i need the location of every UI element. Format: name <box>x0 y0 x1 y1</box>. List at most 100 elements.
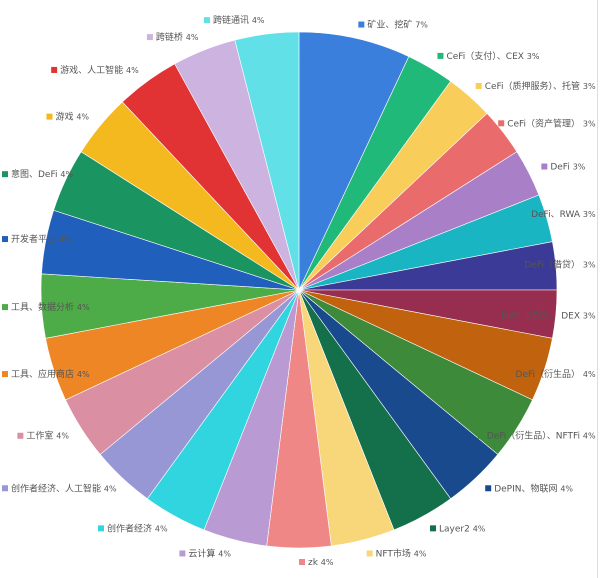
slice-label-text: 创作者经济 4% <box>107 522 168 534</box>
legend-marker <box>477 432 484 439</box>
legend-marker <box>299 559 305 565</box>
slice-name: 跨链桥 <box>156 31 186 43</box>
slice-name: DeFi <box>550 162 572 172</box>
legend-marker <box>522 211 529 218</box>
slice-name: DeFi（衍生品）、NFTFi <box>487 429 583 441</box>
legend-marker <box>515 261 522 268</box>
slice-percent: 3% <box>527 51 540 60</box>
slice-label-text: CeFi（支付）、CEX 3% <box>446 49 539 61</box>
slice-label: 矿业、挖矿 7% <box>358 18 428 30</box>
slice-name: 游戏、人工智能 <box>60 63 126 75</box>
legend-marker <box>430 525 437 532</box>
slice-percent: 4% <box>252 16 265 25</box>
slice-label: DeFi、RWA 3% <box>522 210 596 220</box>
slice-label: 开发者平台 4% <box>2 233 72 245</box>
slice-name: CeFi（质押服务）、托管 <box>485 79 583 91</box>
slice-label-text: 跨链桥 4% <box>156 31 199 43</box>
legend-marker <box>485 485 492 492</box>
slice-label: DeFi（衍生品） 4% <box>506 368 596 380</box>
slice-percent: 4% <box>126 65 139 74</box>
slice-label-text: 矿业、挖矿 7% <box>367 18 428 30</box>
slice-label-text: CeFi（资产管理） 3% <box>507 117 596 129</box>
slice-percent: 3% <box>573 162 586 171</box>
slice-name: 工作室 <box>26 429 56 441</box>
slice-label-text: Layer2 4% <box>439 524 486 534</box>
slice-percent: 4% <box>77 303 90 312</box>
slice-label: DeFi 3% <box>541 162 586 172</box>
slice-label: CeFi（质押服务）、托管 3% <box>475 79 596 91</box>
slice-label-text: 开发者平台 4% <box>11 233 72 245</box>
pie-slice[interactable] <box>234 31 300 291</box>
slice-label: 工具、数据分析 4% <box>2 301 90 313</box>
slice-label-text: CeFi（质押服务）、托管 3% <box>485 79 596 91</box>
slice-label-text: DeFi（衍生品） 4% <box>516 368 596 380</box>
slice-label-text: 游戏、人工智能 4% <box>60 63 139 75</box>
slice-name: zk <box>308 558 321 568</box>
slice-label-text: 创作者经济、人工智能 4% <box>11 482 117 494</box>
slice-label: 工具、应用商店 4% <box>2 368 90 380</box>
slice-percent: 3% <box>583 81 596 90</box>
slice-percent: 4% <box>218 549 231 558</box>
slice-label-text: DeFi（借贷） 3% <box>525 258 596 270</box>
slice-label-text: 工具、应用商店 4% <box>11 368 90 380</box>
slice-label-text: 跨链通讯 4% <box>213 14 265 26</box>
slice-name: 工具、数据分析 <box>11 301 77 313</box>
slice-name: 创作者经济、人工智能 <box>11 482 104 494</box>
legend-marker <box>17 432 24 439</box>
slice-percent: 4% <box>77 370 90 379</box>
pie-slice[interactable] <box>298 31 410 291</box>
slice-percent: 3% <box>583 119 596 128</box>
slice-percent: 4% <box>76 112 89 121</box>
slice-label: DePIN、物联网 4% <box>485 482 573 494</box>
slice-name: DePIN、物联网 <box>494 482 560 494</box>
legend-marker <box>46 113 53 120</box>
slice-label-text: 云计算 4% <box>188 547 231 559</box>
legend-marker <box>506 371 513 378</box>
slice-name: DeFi（借贷）、DEX <box>501 309 583 321</box>
slice-name: 创作者经济 <box>107 522 155 534</box>
slice-percent: 4% <box>321 558 334 567</box>
slice-percent: 4% <box>56 431 69 440</box>
legend-marker <box>2 304 8 311</box>
slice-name: CeFi（资产管理） <box>507 117 583 129</box>
slice-name: 工具、应用商店 <box>11 368 77 380</box>
slice-label: 跨链桥 4% <box>146 31 199 43</box>
legend-marker <box>475 82 482 89</box>
slices <box>40 31 558 549</box>
labels: 矿业、挖矿 7%CeFi（支付）、CEX 3%CeFi（质押服务）、托管 3%C… <box>2 14 596 568</box>
legend-marker <box>146 34 153 41</box>
slice-label: 创作者经济、人工智能 4% <box>2 482 117 494</box>
slice-name: 意图、DeFi <box>11 168 60 180</box>
legend-marker <box>541 163 548 170</box>
slice-label-text: DeFi（衍生品）、NFTFi 4% <box>487 429 596 441</box>
slice-label: 游戏 4% <box>46 110 89 122</box>
legend-marker <box>97 525 104 532</box>
slice-name: Layer2 <box>439 524 473 534</box>
legend-marker <box>492 312 499 319</box>
legend-marker <box>51 66 58 73</box>
legend-marker <box>2 171 8 178</box>
slice-label-text: 工具、数据分析 4% <box>11 301 90 313</box>
right-border <box>597 0 598 578</box>
slice-label-text: zk 4% <box>308 558 334 568</box>
legend-marker <box>437 52 444 59</box>
slice-label: DeFi（衍生品）、NFTFi 4% <box>477 429 596 441</box>
slice-name: 开发者平台 <box>11 233 59 245</box>
slice-label: 云计算 4% <box>179 547 231 559</box>
slice-name: 游戏 <box>55 110 76 122</box>
slice-label: CeFi（支付）、CEX 3% <box>437 49 540 61</box>
slice-name: 跨链通讯 <box>213 14 252 26</box>
slice-label-text: 工作室 4% <box>26 429 69 441</box>
slice-label: 游戏、人工智能 4% <box>51 63 139 75</box>
slice-percent: 4% <box>414 549 427 558</box>
slice-percent: 7% <box>415 20 428 29</box>
slice-label-text: NFT市场 4% <box>376 547 427 559</box>
slice-name: DeFi（借贷） <box>525 258 583 270</box>
slice-label: 意图、DeFi 4% <box>2 168 73 180</box>
slice-percent: 4% <box>60 170 73 179</box>
slice-label: 创作者经济 4% <box>97 522 168 534</box>
legend-marker <box>179 550 186 557</box>
slice-label: zk 4% <box>299 558 334 568</box>
slice-label: CeFi（资产管理） 3% <box>498 117 596 129</box>
